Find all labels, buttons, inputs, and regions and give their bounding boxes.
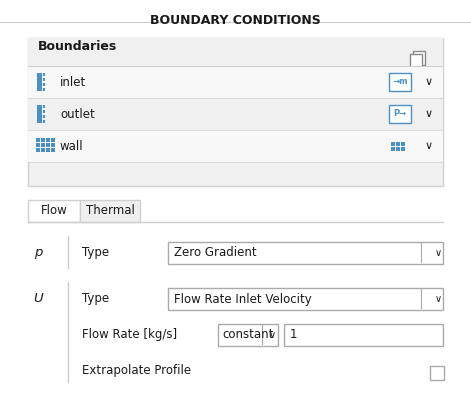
Bar — [391, 147, 395, 151]
Bar — [430, 366, 444, 380]
Bar — [37, 73, 42, 91]
Bar — [401, 147, 405, 151]
Text: U: U — [33, 292, 43, 305]
Bar — [28, 200, 80, 222]
Text: wall: wall — [60, 140, 84, 153]
Text: ∨: ∨ — [434, 248, 442, 258]
Bar — [41, 138, 45, 142]
Bar — [396, 142, 400, 146]
Text: 1: 1 — [290, 328, 298, 341]
Bar — [36, 138, 40, 142]
Bar — [36, 143, 40, 147]
Bar — [36, 148, 40, 152]
Text: ∨: ∨ — [425, 77, 433, 87]
Bar — [43, 120, 45, 123]
Bar — [43, 78, 45, 81]
Bar — [80, 200, 140, 222]
Bar — [391, 142, 395, 146]
Bar — [284, 324, 443, 346]
Bar — [43, 83, 45, 86]
Text: Zero Gradient: Zero Gradient — [174, 246, 257, 259]
Bar — [28, 98, 443, 130]
Text: P→: P→ — [393, 109, 406, 118]
Text: constant: constant — [222, 328, 273, 341]
Bar — [43, 88, 45, 91]
Bar — [389, 73, 411, 91]
Text: Flow Rate [kg/s]: Flow Rate [kg/s] — [82, 328, 177, 341]
Text: Extrapolate Profile: Extrapolate Profile — [82, 364, 191, 377]
Text: ∨: ∨ — [268, 330, 276, 340]
Bar — [28, 130, 443, 162]
Text: ∨: ∨ — [425, 141, 433, 151]
Bar — [43, 115, 45, 118]
Text: inlet: inlet — [60, 75, 86, 89]
Bar — [168, 242, 443, 264]
Bar — [168, 288, 443, 310]
Bar — [51, 148, 55, 152]
Bar — [389, 105, 411, 123]
Text: Type: Type — [82, 246, 109, 259]
Bar — [46, 148, 50, 152]
Text: Flow Rate Inlet Velocity: Flow Rate Inlet Velocity — [174, 293, 312, 306]
Bar — [41, 143, 45, 147]
Bar — [218, 324, 278, 346]
Bar — [46, 138, 50, 142]
Bar — [41, 148, 45, 152]
Text: Type: Type — [82, 292, 109, 305]
Text: →m: →m — [392, 78, 408, 86]
Text: ∨: ∨ — [425, 109, 433, 119]
Text: Thermal: Thermal — [86, 204, 134, 217]
Bar — [413, 51, 425, 65]
Bar — [46, 143, 50, 147]
Bar — [37, 105, 42, 123]
Bar — [43, 73, 45, 76]
Bar — [401, 142, 405, 146]
Bar — [28, 66, 443, 98]
Text: Boundaries: Boundaries — [38, 40, 117, 53]
Bar — [28, 38, 443, 186]
Text: p: p — [34, 246, 42, 259]
Bar — [28, 38, 443, 66]
Bar — [51, 143, 55, 147]
Text: Flow: Flow — [41, 204, 67, 217]
Bar — [410, 54, 422, 68]
Bar — [43, 105, 45, 108]
Text: ∨: ∨ — [434, 294, 442, 304]
Bar — [43, 110, 45, 113]
Text: outlet: outlet — [60, 107, 95, 120]
Bar — [396, 147, 400, 151]
Text: BOUNDARY CONDITIONS: BOUNDARY CONDITIONS — [150, 14, 320, 27]
Bar — [51, 138, 55, 142]
